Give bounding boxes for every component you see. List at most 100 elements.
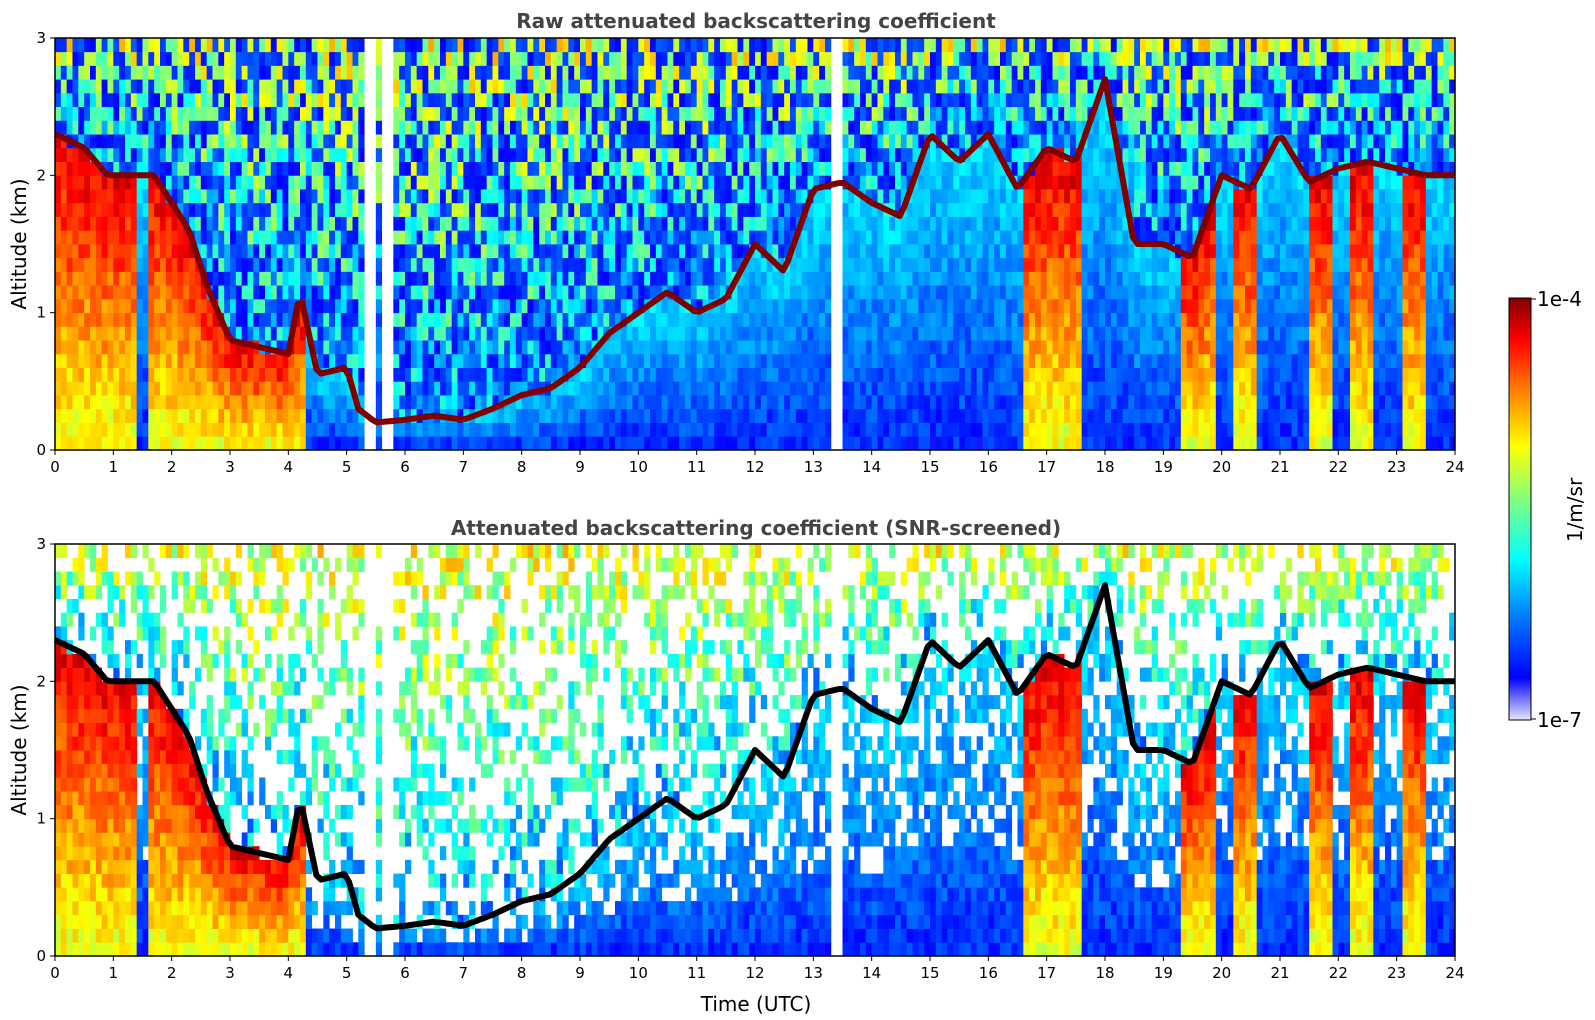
heatmap-cell [556,79,563,94]
heatmap-cell [1023,257,1030,272]
heatmap-cell [696,271,703,286]
heatmap-cell [591,161,598,176]
heatmap-cell [1029,51,1036,66]
heatmap-cell [842,436,849,451]
heatmap-cell [90,312,97,327]
heatmap-cell [871,340,878,355]
heatmap-cell [434,175,441,190]
heatmap-cell [160,244,167,259]
heatmap-cell [90,134,97,149]
heatmap-cell [1005,92,1013,108]
heatmap-cell [177,216,184,231]
heatmap-cell [154,285,161,300]
heatmap-cell [900,175,908,190]
heatmap-cell [241,353,248,368]
heatmap-cell [825,202,832,217]
heatmap-cell [731,353,738,368]
heatmap-cell [206,381,213,396]
heatmap-cell [679,230,686,245]
heatmap-cell [778,244,785,259]
heatmap-cell [241,285,248,300]
heatmap-cell [1035,134,1042,149]
heatmap-cell [731,408,738,423]
heatmap-cell [241,147,248,162]
heatmap-cell [685,120,692,135]
heatmap-cell [294,395,301,410]
heatmap-cell [451,106,458,121]
heatmap-cell [877,51,884,66]
heatmap-cell [428,271,435,286]
heatmap-cell [241,189,248,204]
heatmap-cell [510,312,517,327]
heatmap-cell [463,353,470,368]
heatmap-cell [708,106,715,121]
heatmap-cell [1000,326,1007,341]
heatmap-cell [1011,216,1018,231]
heatmap-cell [230,230,237,245]
heatmap-cell [965,216,972,231]
heatmap-cell [486,134,493,149]
heatmap-cell [329,312,336,327]
heatmap-cell [282,298,289,314]
heatmap-cell [918,92,925,108]
heatmap-cell [218,298,225,314]
heatmap-cell [130,353,138,368]
heatmap-cell [1023,38,1030,53]
heatmap-cell [492,79,499,94]
heatmap-cell [591,216,598,231]
heatmap-cell [107,312,114,327]
heatmap-cell [294,285,301,300]
heatmap-cell [259,161,266,176]
heatmap-cell [183,436,190,451]
heatmap-cell [1040,216,1048,231]
heatmap-cell [335,120,342,135]
heatmap-cell [224,436,231,451]
heatmap-cell [113,38,120,53]
heatmap-cell [877,65,884,80]
heatmap-cell [784,244,791,259]
heatmap-cell [521,340,528,355]
heatmap-cell [60,244,68,259]
heatmap-cell [405,381,412,396]
heatmap-cell [871,353,878,368]
heatmap-cell [690,92,698,108]
heatmap-cell [854,92,861,108]
heatmap-cell [55,92,62,108]
heatmap-cell [119,51,126,66]
heatmap-cell [510,326,517,341]
heatmap-cell [714,202,721,217]
heatmap-cell [1017,79,1024,94]
heatmap-cell [825,147,832,162]
heatmap-cell [650,65,657,80]
heatmap-cell [300,244,307,259]
heatmap-cell [230,216,237,231]
heatmap-cell [883,436,890,451]
heatmap-cell [142,120,149,135]
heatmap-cell [515,271,523,286]
heatmap-cell [317,312,324,327]
heatmap-cell [1035,298,1042,314]
heatmap-cell [620,134,628,149]
heatmap-cell [241,271,248,286]
heatmap-cell [504,106,511,121]
heatmap-cell [270,147,278,162]
heatmap-cell [300,285,307,300]
heatmap-cell [498,79,505,94]
heatmap-cell [230,285,237,300]
heatmap-cell [912,202,919,217]
heatmap-cell [352,147,359,162]
heatmap-cell [445,271,453,286]
heatmap-cell [160,381,167,396]
heatmap-cell [848,395,855,410]
heatmap-cell [620,65,628,80]
heatmap-cell [825,216,832,231]
heatmap-cell [655,189,663,204]
heatmap-cell [55,65,62,80]
heatmap-cell [393,285,400,300]
heatmap-cell [626,120,633,135]
heatmap-cell [515,161,523,176]
heatmap-cell [556,395,563,410]
heatmap-cell [918,120,925,135]
heatmap-cell [224,408,231,423]
heatmap-cell [947,353,954,368]
